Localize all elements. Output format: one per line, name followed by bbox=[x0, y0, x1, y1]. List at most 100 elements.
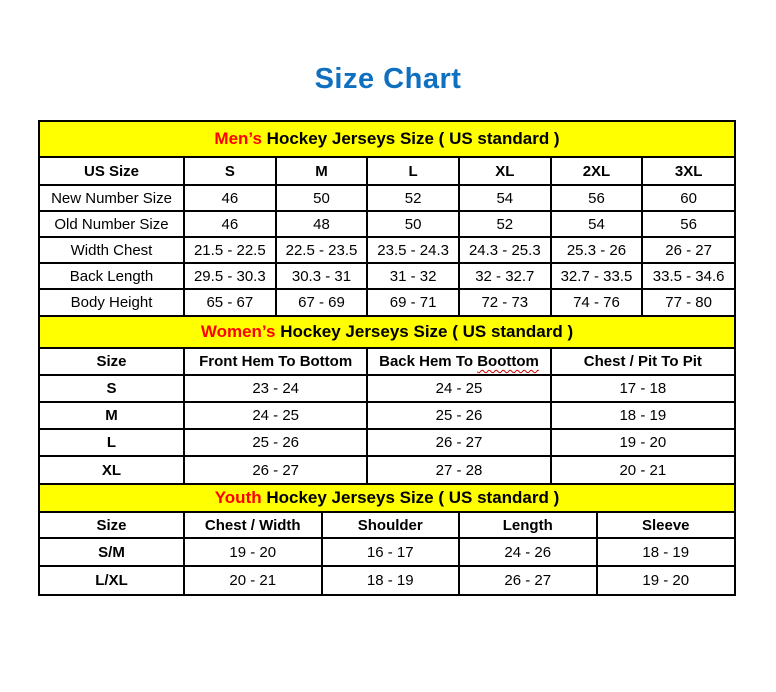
womens-table-body: S 23 - 24 24 - 25 17 - 18 M 24 - 25 25 - 26 18 … bbox=[40, 374, 734, 483]
youth-band-highlight: Youth bbox=[214, 488, 262, 507]
mens-section-band: Men’s Hockey Jerseys Size ( US standard … bbox=[40, 122, 734, 158]
size-value: 25 - 26 bbox=[366, 401, 552, 430]
size-value: 60 bbox=[641, 184, 734, 212]
column-header-text: Back Hem To bbox=[379, 353, 478, 370]
womens-band-text: Hockey Jerseys Size ( US standard ) bbox=[275, 322, 574, 341]
size-value: 54 bbox=[549, 210, 644, 238]
size-value: 72 - 73 bbox=[457, 288, 552, 315]
table-row: L/XL 20 - 21 18 - 19 26 - 27 19 - 20 bbox=[40, 565, 734, 594]
size-value: 18 - 19 bbox=[595, 537, 734, 567]
row-label: Old Number Size bbox=[40, 210, 185, 238]
column-header: Length bbox=[458, 513, 598, 539]
womens-section-band: Women’s Hockey Jerseys Size ( US standar… bbox=[40, 315, 734, 349]
row-label: M bbox=[40, 401, 185, 430]
size-value: 16 - 17 bbox=[320, 537, 460, 567]
column-header: M bbox=[274, 158, 369, 186]
row-label: S/M bbox=[40, 537, 185, 567]
column-header: Sleeve bbox=[595, 513, 734, 539]
column-header: XL bbox=[457, 158, 552, 186]
row-label: Body Height bbox=[40, 288, 185, 315]
table-row: XL 26 - 27 27 - 28 20 - 21 bbox=[40, 455, 734, 483]
mens-table-header: US Size S M L XL 2XL 3XL bbox=[40, 158, 734, 186]
header-row: Size Chest / Width Shoulder Length Sleeve bbox=[40, 513, 734, 539]
column-header: Size bbox=[40, 349, 185, 376]
size-value: 17 - 18 bbox=[549, 374, 734, 403]
youth-section-band: Youth Hockey Jerseys Size ( US standard … bbox=[40, 483, 734, 513]
row-label: L/XL bbox=[40, 565, 185, 594]
youth-size-table: Size Chest / Width Shoulder Length Sleeve S/… bbox=[40, 513, 734, 594]
size-value: 24.3 - 25.3 bbox=[457, 236, 552, 264]
column-header: 2XL bbox=[549, 158, 644, 186]
size-value: 77 - 80 bbox=[641, 288, 734, 315]
size-value: 67 - 69 bbox=[274, 288, 369, 315]
misspelled-word: Boottom bbox=[477, 353, 539, 370]
size-value: 21.5 - 22.5 bbox=[183, 236, 277, 264]
size-chart: Men’s Hockey Jerseys Size ( US standard … bbox=[38, 120, 736, 596]
row-label: XL bbox=[40, 455, 185, 483]
size-value: 20 - 21 bbox=[549, 455, 734, 483]
column-header: Shoulder bbox=[320, 513, 460, 539]
size-value: 29.5 - 30.3 bbox=[183, 262, 277, 290]
page: { "page": { "title": "Size Chart" }, "co… bbox=[0, 62, 776, 692]
row-label: Width Chest bbox=[40, 236, 185, 264]
mens-table-body: New Number Size 46 50 52 54 56 60 Old Number Si… bbox=[40, 184, 734, 315]
row-label: S bbox=[40, 374, 185, 403]
youth-table-body: S/M 19 - 20 16 - 17 24 - 26 18 - 19 L/XL 20 - … bbox=[40, 537, 734, 594]
column-header: US Size bbox=[40, 158, 185, 186]
table-row: S/M 19 - 20 16 - 17 24 - 26 18 - 19 bbox=[40, 537, 734, 567]
size-value: 19 - 20 bbox=[595, 565, 734, 594]
column-header: Front Hem To Bottom bbox=[182, 349, 369, 376]
size-value: 52 bbox=[457, 210, 552, 238]
size-value: 18 - 19 bbox=[320, 565, 460, 594]
column-header: S bbox=[183, 158, 277, 186]
youth-table-header: Size Chest / Width Shoulder Length Sleeve bbox=[40, 513, 734, 539]
size-value: 18 - 19 bbox=[549, 401, 734, 430]
table-row: New Number Size 46 50 52 54 56 60 bbox=[40, 184, 734, 212]
size-value: 19 - 20 bbox=[549, 428, 734, 457]
row-label: L bbox=[40, 428, 185, 457]
mens-size-table: US Size S M L XL 2XL 3XL New Number Size 46 50 52… bbox=[40, 158, 734, 315]
table-row: S 23 - 24 24 - 25 17 - 18 bbox=[40, 374, 734, 403]
header-row: US Size S M L XL 2XL 3XL bbox=[40, 158, 734, 186]
size-value: 33.5 - 34.6 bbox=[641, 262, 734, 290]
size-value: 26 - 27 bbox=[366, 428, 552, 457]
size-value: 52 bbox=[366, 184, 460, 212]
size-value: 26 - 27 bbox=[458, 565, 598, 594]
size-value: 54 bbox=[457, 184, 552, 212]
table-row: Old Number Size 46 48 50 52 54 56 bbox=[40, 210, 734, 238]
column-header: 3XL bbox=[641, 158, 734, 186]
column-header: Chest / Pit To Pit bbox=[549, 349, 734, 376]
column-header: Chest / Width bbox=[183, 513, 323, 539]
size-value: 74 - 76 bbox=[549, 288, 644, 315]
size-value: 32.7 - 33.5 bbox=[549, 262, 644, 290]
size-value: 56 bbox=[641, 210, 734, 238]
size-value: 25.3 - 26 bbox=[549, 236, 644, 264]
womens-size-table: Size Front Hem To Bottom Back Hem To Boott… bbox=[40, 349, 734, 483]
column-header: L bbox=[366, 158, 460, 186]
page-title: Size Chart bbox=[314, 63, 462, 95]
size-value: 20 - 21 bbox=[183, 565, 323, 594]
size-value: 26 - 27 bbox=[641, 236, 734, 264]
womens-band-highlight: Women’s bbox=[200, 322, 276, 341]
table-row: L 25 - 26 26 - 27 19 - 20 bbox=[40, 428, 734, 457]
size-value: 48 bbox=[274, 210, 369, 238]
size-value: 65 - 67 bbox=[183, 288, 277, 315]
youth-band-text: Hockey Jerseys Size ( US standard ) bbox=[261, 488, 560, 507]
table-row: Body Height 65 - 67 67 - 69 69 - 71 72 - 73 7… bbox=[40, 288, 734, 315]
row-label: New Number Size bbox=[40, 184, 185, 212]
section-youth: Youth Hockey Jerseys Size ( US standard … bbox=[40, 483, 734, 594]
size-value: 30.3 - 31 bbox=[274, 262, 369, 290]
size-value: 31 - 32 bbox=[366, 262, 460, 290]
column-header: Size bbox=[40, 513, 185, 539]
mens-band-text: Hockey Jerseys Size ( US standard ) bbox=[261, 129, 560, 148]
size-value: 32 - 32.7 bbox=[457, 262, 552, 290]
size-value: 24 - 26 bbox=[458, 537, 598, 567]
table-row: M 24 - 25 25 - 26 18 - 19 bbox=[40, 401, 734, 430]
size-value: 56 bbox=[549, 184, 644, 212]
section-womens: Women’s Hockey Jerseys Size ( US standar… bbox=[40, 315, 734, 483]
size-value: 22.5 - 23.5 bbox=[274, 236, 369, 264]
womens-table-header: Size Front Hem To Bottom Back Hem To Boott… bbox=[40, 349, 734, 376]
size-value: 50 bbox=[274, 184, 369, 212]
section-mens: Men’s Hockey Jerseys Size ( US standard … bbox=[40, 122, 734, 315]
size-value: 19 - 20 bbox=[183, 537, 323, 567]
